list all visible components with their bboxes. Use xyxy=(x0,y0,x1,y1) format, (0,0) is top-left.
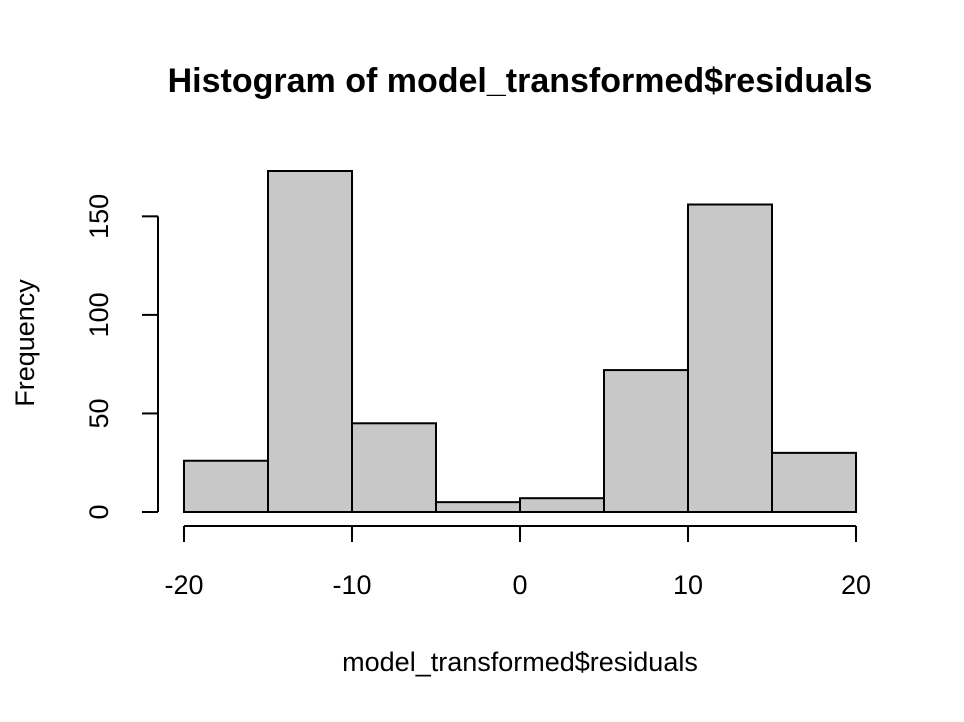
y-tick-label-4: 150 xyxy=(84,194,114,239)
x-tick-label-3: 0 xyxy=(512,570,527,600)
histogram-bar-3 xyxy=(351,422,437,513)
y-tick-label-2: 50 xyxy=(84,398,114,428)
x-tick-label-2: -10 xyxy=(332,570,371,600)
x-tick-label-5: 20 xyxy=(841,570,871,600)
histogram-bar-1 xyxy=(183,459,269,513)
x-tick-label-4: 10 xyxy=(673,570,703,600)
bars-group xyxy=(183,170,857,514)
y-tick-label-1: 0 xyxy=(84,504,114,519)
y-axis-label: Frequency xyxy=(10,279,40,407)
y-axis: 0 50 100 150 xyxy=(84,194,159,520)
histogram-bar-8 xyxy=(771,451,857,514)
histogram-bar-4 xyxy=(435,501,521,513)
histogram-bar-2 xyxy=(267,170,353,513)
x-axis-label: model_transformed$residuals xyxy=(342,647,698,677)
histogram-bar-5 xyxy=(519,497,605,513)
chart-title: Histogram of model_transformed$residuals xyxy=(168,62,873,100)
x-axis: -20 -10 0 10 20 xyxy=(164,525,871,600)
histogram-bar-6 xyxy=(603,369,689,514)
y-tick-label-3: 100 xyxy=(84,292,114,337)
histogram-bar-7 xyxy=(687,203,773,513)
x-tick-label-1: -20 xyxy=(164,570,203,600)
